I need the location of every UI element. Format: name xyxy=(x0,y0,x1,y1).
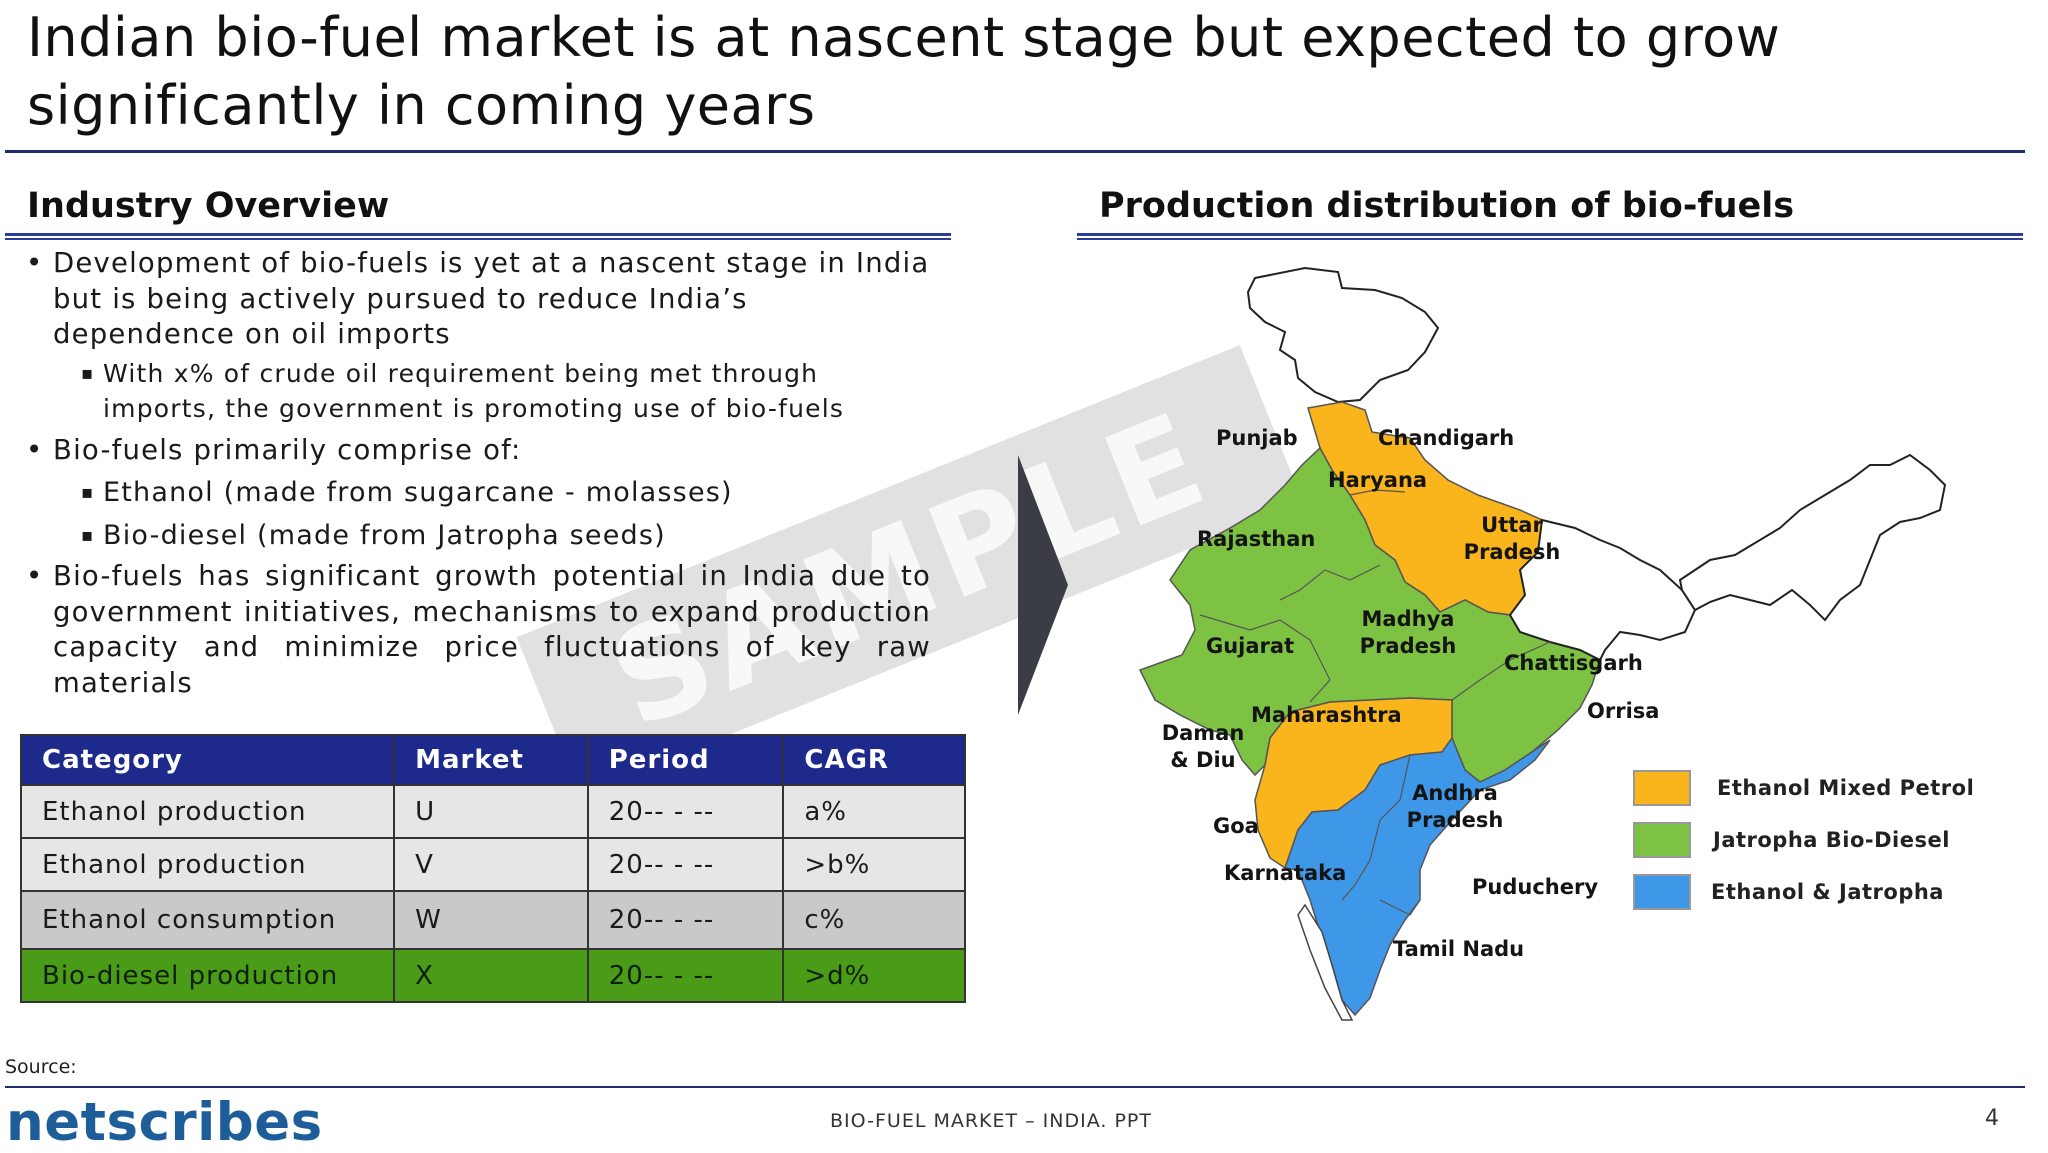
footer-text: BIO-FUEL MARKET – INDIA. PPT xyxy=(830,1110,1152,1132)
cell-category: Ethanol production xyxy=(19,837,396,892)
label-orrisa: Orrisa xyxy=(1587,699,1660,723)
source-label: Source: xyxy=(5,1056,77,1078)
cell-market: V xyxy=(393,837,589,892)
label-chandigarh: Chandigarh xyxy=(1378,426,1515,450)
right-heading-divider xyxy=(1077,233,2023,240)
label-chattisgarh: Chattisgarh xyxy=(1504,651,1643,675)
bullet-growth: Bio-fuels has significant growth potenti… xyxy=(26,559,931,701)
header-period: Period xyxy=(586,734,785,786)
eastern-white-region xyxy=(1508,518,1697,662)
production-distribution-heading: Production distribution of bio-fuels xyxy=(1099,186,1795,226)
legend-ethanol-mixed-petrol: Ethanol Mixed Petrol xyxy=(1717,776,1975,800)
title-divider xyxy=(5,150,2025,153)
header-cagr: CAGR xyxy=(782,734,966,786)
industry-overview-heading: Industry Overview xyxy=(27,186,390,226)
northeast-region xyxy=(1678,453,1947,622)
cell-category: Ethanol production xyxy=(19,784,396,839)
bullet-development: Development of bio-fuels is yet at a nas… xyxy=(26,246,931,353)
southern-blue-region xyxy=(1284,736,1551,1017)
subbullet-crude-oil: With x% of crude oil requirement being m… xyxy=(26,356,931,427)
label-goa: Goa xyxy=(1213,814,1259,838)
table-row: Ethanol production U 20-- - -- a% xyxy=(19,784,966,839)
overview-bullets: Development of bio-fuels is yet at a nas… xyxy=(26,246,931,701)
cell-cagr: a% xyxy=(782,784,966,839)
cell-period: 20-- - -- xyxy=(586,837,785,892)
label-maharashtra: Maharashtra xyxy=(1251,703,1402,727)
cell-cagr: c% xyxy=(782,890,966,950)
footer-divider xyxy=(5,1086,2025,1088)
cell-market: X xyxy=(393,948,589,1003)
legend-swatch-orange xyxy=(1633,770,1691,806)
header-category: Category xyxy=(19,734,396,786)
cell-market: W xyxy=(393,890,589,950)
label-madhya-pradesh: Madhya Pradesh xyxy=(1359,607,1457,658)
slide-title: Indian bio-fuel market is at nascent sta… xyxy=(27,6,1781,137)
cell-period: 20-- - -- xyxy=(586,890,785,950)
cell-category: Ethanol consumption xyxy=(19,890,396,950)
label-rajasthan: Rajasthan xyxy=(1197,527,1316,551)
section-arrow-icon xyxy=(1018,455,1068,715)
label-daman-diu: Daman & Diu xyxy=(1161,721,1245,772)
jammu-kashmir-region xyxy=(1246,266,1440,404)
label-gujarat: Gujarat xyxy=(1206,634,1295,658)
legend-jatropha-bio-diesel: Jatropha Bio-Diesel xyxy=(1713,828,1950,852)
market-table: Category Market Period CAGR Ethanol prod… xyxy=(19,734,966,1003)
cell-cagr: >d% xyxy=(782,948,966,1003)
label-tamil-nadu: Tamil Nadu xyxy=(1393,937,1525,961)
table-row: Bio-diesel production X 20-- - -- >d% xyxy=(19,948,966,1003)
kerala-region xyxy=(1297,903,1354,1021)
cell-period: 20-- - -- xyxy=(586,784,785,839)
table-row: Ethanol production V 20-- - -- >b% xyxy=(19,837,966,892)
label-puduchery: Puduchery xyxy=(1472,875,1599,899)
label-andhra-pradesh: Andhra Pradesh xyxy=(1406,781,1504,832)
cell-market: U xyxy=(393,784,589,839)
label-punjab: Punjab xyxy=(1216,426,1298,450)
india-map xyxy=(1138,266,1947,1021)
legend-swatch-blue xyxy=(1633,874,1691,910)
subbullet-ethanol: Ethanol (made from sugarcane - molasses) xyxy=(26,475,931,511)
subbullet-biodiesel: Bio-diesel (made from Jatropha seeds) xyxy=(26,518,931,554)
cell-category: Bio-diesel production xyxy=(19,948,396,1003)
cell-period: 20-- - -- xyxy=(586,948,785,1003)
label-karnataka: Karnataka xyxy=(1224,861,1347,885)
header-market: Market xyxy=(393,734,589,786)
table-row: Ethanol consumption W 20-- - -- c% xyxy=(19,890,966,950)
netscribes-logo: netscribes xyxy=(6,1092,323,1153)
cell-cagr: >b% xyxy=(782,837,966,892)
label-haryana: Haryana xyxy=(1328,468,1428,492)
label-uttar-pradesh: Uttar Pradesh xyxy=(1463,513,1561,564)
legend-ethanol-jatropha: Ethanol & Jatropha xyxy=(1711,880,1944,904)
left-heading-divider xyxy=(5,233,951,240)
state-borders xyxy=(1199,489,1551,916)
page-number: 4 xyxy=(1985,1106,1999,1131)
table-header-row: Category Market Period CAGR xyxy=(19,734,966,786)
bullet-comprise: Bio-fuels primarily comprise of: xyxy=(26,433,931,469)
legend-swatch-green xyxy=(1633,822,1691,858)
